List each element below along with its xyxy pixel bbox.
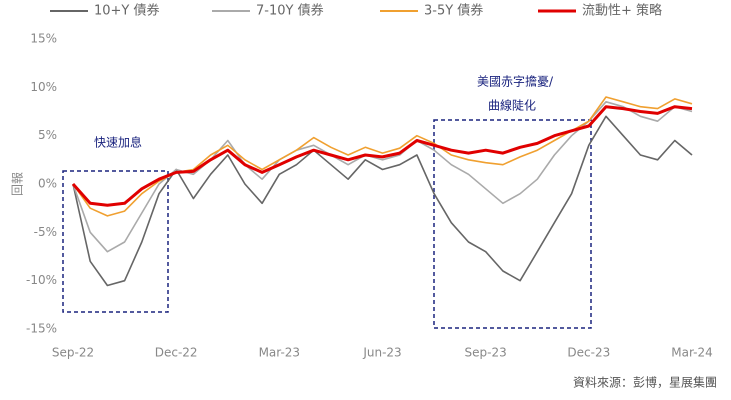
y-axis-label: 回報 (11, 172, 25, 196)
series-line (71, 105, 693, 207)
x-tick-label: Dec-22 (155, 346, 198, 360)
legend-label: 7-10Y 債券 (256, 3, 324, 19)
x-tick-label: Mar-23 (259, 346, 300, 360)
y-tick-label: -5% (34, 225, 57, 239)
highlight-box (62, 170, 169, 313)
annotation: 快速加息 (94, 135, 142, 150)
y-tick-label: -15% (26, 322, 57, 336)
y-tick-label: 15% (30, 32, 57, 46)
y-tick-label: 5% (38, 128, 57, 142)
x-tick-label: Mar-24 (671, 346, 712, 360)
x-tick-label: Sep-22 (52, 346, 94, 360)
x-tick-label: Sep-23 (465, 346, 507, 360)
y-tick-label: 10% (30, 80, 57, 94)
x-tick-label: Dec-23 (567, 346, 610, 360)
series-line (72, 115, 693, 287)
y-tick-label: -10% (26, 273, 57, 287)
highlight-box (433, 119, 592, 329)
annotation: 曲線陡化 (488, 98, 536, 113)
y-tick-label: 0% (38, 177, 57, 191)
source-note: 資料來源：彭博，星展集團 (573, 375, 717, 390)
legend-label: 3-5Y 債券 (424, 3, 483, 19)
x-tick-label: Jun-23 (362, 346, 401, 360)
legend-label: 流動性+ 策略 (582, 3, 662, 19)
legend-label: 10+Y 債券 (94, 3, 160, 19)
annotation: 美國赤字擔憂/ (477, 74, 554, 89)
